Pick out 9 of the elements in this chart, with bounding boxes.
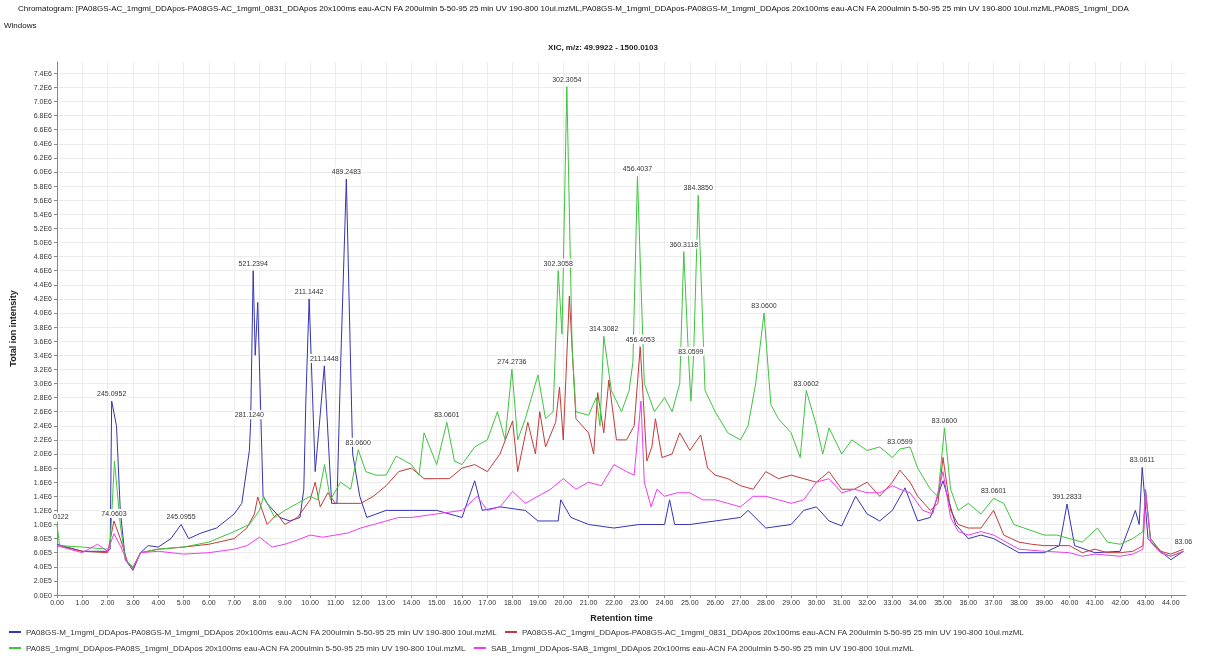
- text: Chromatogram: [PA08GS-AC_1mgml_DDApos-PA08GS-AC_1mgml_0831_DDApos 20x100ms eau-ACN FA 200ulmin 5-50-95 25 min UV 190-800 10ul.mzML,PA08GS-M_1mgml_DDApos-PA08GS-M_1mgml_DDApos 20x100ms eau-ACN FA 200ulmin 5-50-95 25 min UV 190-800 10ul.mzML,PA08S_1mgml_DDA: [18, 3, 1130, 13]
- legend-label: PA08S_1mgml_DDApos-PA08S_1mgml_DDApos 20x100ms eau-ACN FA 200ulmin 5-50-95 25 min UV 190-800 10ul.mzML: [26, 643, 467, 653]
- x-axis-title: Retention time: [590, 612, 653, 623]
- legend-label: PA08GS-AC_1mgml_DDApos-PA08GS-AC_1mgml_0831_DDApos 20x100ms eau-ACN FA 200ulmin 5-50-95 25 min UV 190-800 10ul.mzML: [522, 627, 1025, 637]
- chart-title: XIC, m/z: 49.9922 - 1500.0103: [548, 42, 659, 52]
- y-axis-title: Total ion intensity: [7, 290, 18, 367]
- legend-label: PA08GS-M_1mgml_DDApos-PA08GS-M_1mgml_DDApos 20x100ms eau-ACN FA 200ulmin 5-50-95 25 min UV 190-800 10ul.mzML: [26, 627, 498, 637]
- legend-label: SAB_1mgml_DDApos-SAB_1mgml_DDApos 20x100ms eau-ACN FA 200ulmin 5-50-95 25 min UV 190-800 10ul.mzML: [490, 643, 915, 653]
- text: Windows: [4, 20, 37, 30]
